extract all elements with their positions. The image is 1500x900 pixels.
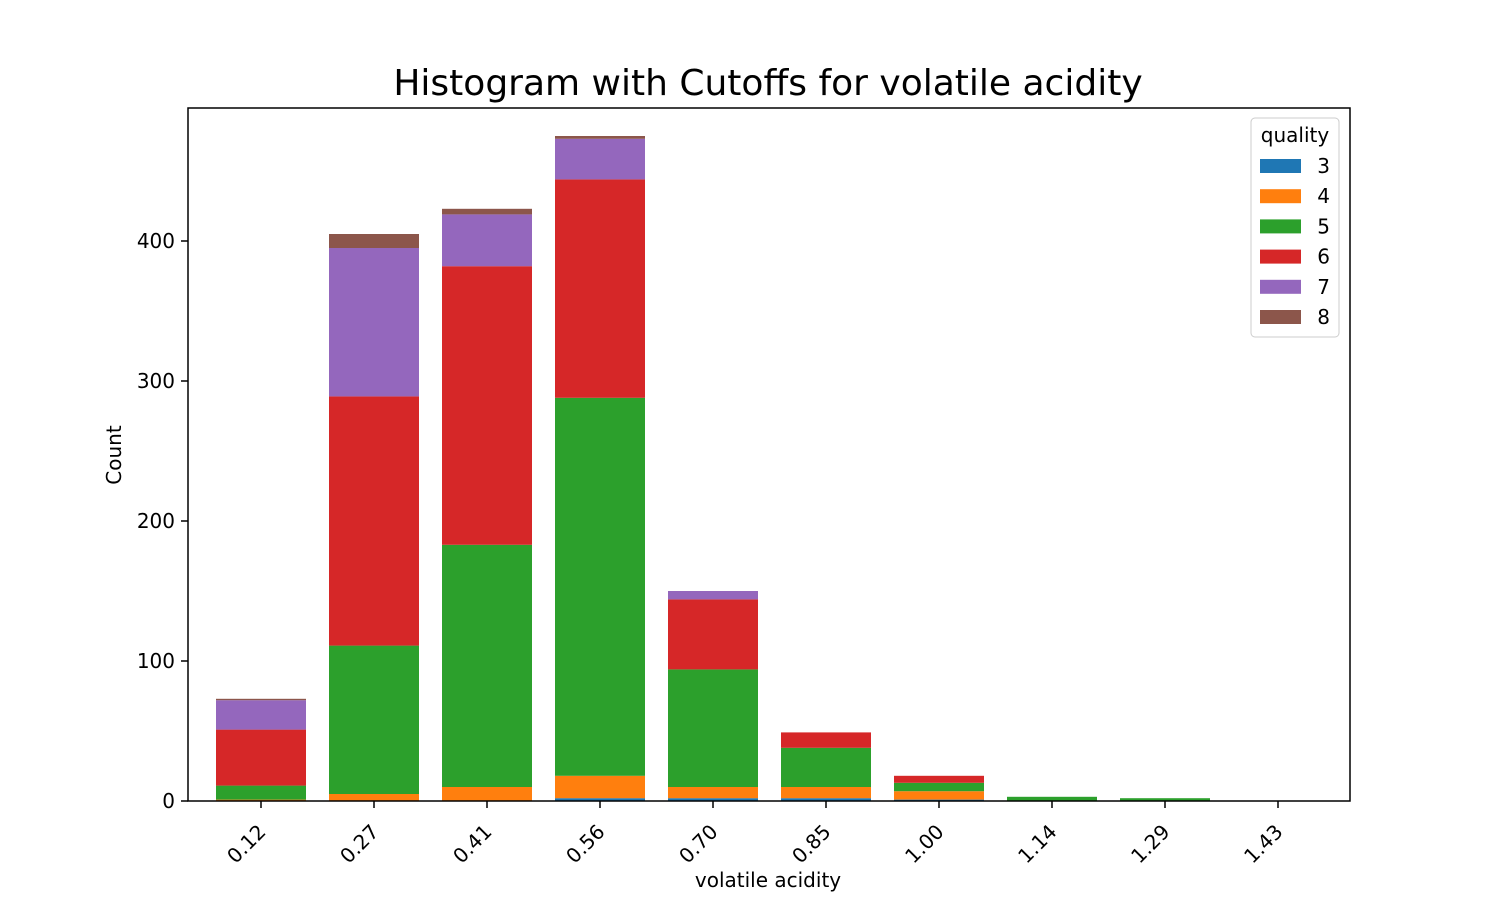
bars-layer [216, 136, 1210, 801]
x-tick-label: 1.14 [1013, 820, 1061, 868]
bar-segment-quality-6 [329, 396, 419, 646]
x-tick-label: 0.56 [561, 820, 609, 868]
bar-segment-quality-5 [329, 645, 419, 794]
bar-segment-quality-4 [442, 787, 532, 801]
legend-swatch-5 [1260, 219, 1301, 234]
bar-segment-quality-8 [555, 136, 645, 139]
bar-segment-quality-5 [1120, 798, 1210, 801]
legend-swatch-6 [1260, 249, 1301, 264]
x-tick-label: 1.00 [900, 820, 948, 868]
bar-segment-quality-4 [781, 787, 871, 799]
bar-segment-quality-6 [668, 599, 758, 670]
x-tick-label: 0.70 [674, 820, 722, 868]
x-tick-label: 0.27 [335, 820, 383, 868]
bar-segment-quality-4 [668, 787, 758, 799]
legend-label-5: 5 [1317, 214, 1330, 238]
legend-label-7: 7 [1317, 275, 1330, 299]
chart-title: Histogram with Cutoffs for volatile acid… [393, 63, 1142, 104]
x-tick-label: 1.29 [1126, 820, 1174, 868]
bar-segment-quality-5 [555, 397, 645, 776]
bar-segment-quality-3 [781, 798, 871, 801]
bar-segment-quality-8 [329, 234, 419, 248]
bar-segment-quality-3 [668, 798, 758, 801]
bar-segment-quality-7 [442, 214, 532, 267]
legend: quality 3 4 5 6 7 8 [1250, 117, 1340, 338]
bar-segment-quality-7 [329, 248, 419, 397]
bar-segment-quality-5 [442, 544, 532, 787]
bar-segment-quality-8 [216, 698, 306, 701]
bar-segment-quality-6 [442, 266, 532, 545]
bar-segment-quality-7 [555, 138, 645, 180]
x-tick-label: 0.12 [222, 820, 270, 868]
y-tick-label: 0 [162, 789, 175, 813]
bar-segment-quality-5 [894, 782, 984, 792]
legend-label-3: 3 [1317, 154, 1330, 178]
legend-swatch-7 [1260, 279, 1301, 294]
y-axis-label: Count [102, 425, 126, 485]
legend-label-8: 8 [1317, 305, 1330, 329]
y-tick-label: 200 [137, 509, 175, 533]
bar-segment-quality-6 [894, 775, 984, 783]
x-tick-label: 0.85 [787, 820, 835, 868]
bar-segment-quality-3 [555, 798, 645, 801]
bar-segment-quality-4 [894, 791, 984, 800]
bar-segment-quality-6 [216, 729, 306, 786]
bar-segment-quality-6 [781, 732, 871, 748]
bar-segment-quality-7 [216, 700, 306, 730]
y-tick-label: 300 [137, 369, 175, 393]
bar-segment-quality-7 [668, 591, 758, 600]
legend-title: quality [1261, 123, 1330, 147]
bar-segment-quality-4 [329, 794, 419, 801]
x-tick-label: 0.41 [448, 820, 496, 868]
legend-swatch-8 [1260, 310, 1301, 324]
legend-swatch-4 [1260, 189, 1301, 204]
bar-segment-quality-5 [216, 785, 306, 800]
bar-segment-quality-4 [555, 775, 645, 799]
x-axis-label: volatile acidity [695, 868, 841, 892]
legend-label-6: 6 [1317, 245, 1330, 269]
y-tick-label: 100 [137, 649, 175, 673]
bar-segment-quality-5 [668, 669, 758, 787]
x-tick-label: 1.43 [1239, 820, 1287, 868]
y-axis: 0 100 200 300 400 [137, 229, 188, 813]
legend-swatch-3 [1260, 159, 1301, 173]
bar-segment-quality-5 [1007, 796, 1097, 801]
plot-frame [187, 107, 1351, 802]
legend-label-4: 4 [1317, 184, 1330, 208]
bar-segment-quality-6 [555, 179, 645, 398]
y-tick-label: 400 [137, 229, 175, 253]
bar-segment-quality-5 [781, 747, 871, 787]
bar-segment-quality-8 [442, 208, 532, 215]
x-axis: 0.12 0.27 0.41 0.56 0.70 0.85 1.00 1.14 1.29 1.43 [222, 801, 1288, 868]
